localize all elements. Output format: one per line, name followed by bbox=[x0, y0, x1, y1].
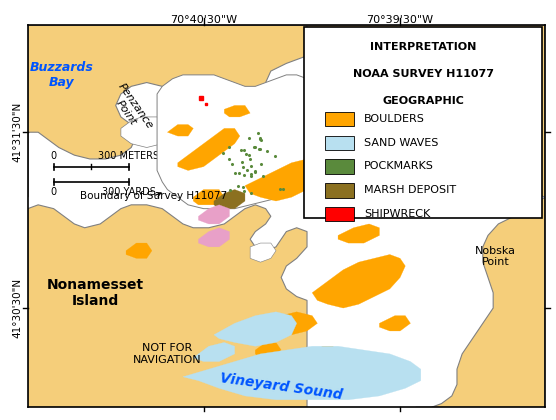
Polygon shape bbox=[126, 243, 152, 258]
Point bbox=[239, 163, 247, 170]
Text: Nobska
Point: Nobska Point bbox=[475, 246, 517, 267]
Point bbox=[245, 134, 254, 141]
Point bbox=[218, 150, 227, 156]
Text: Buzzards
Bay: Buzzards Bay bbox=[29, 61, 93, 89]
Point bbox=[237, 159, 246, 166]
Point bbox=[256, 137, 265, 144]
Point bbox=[263, 148, 272, 155]
Point bbox=[250, 168, 259, 175]
Point bbox=[238, 184, 247, 191]
Text: SHIPWRECK: SHIPWRECK bbox=[364, 209, 430, 219]
Point bbox=[234, 169, 243, 176]
Text: INTERPRETATION: INTERPRETATION bbox=[370, 42, 476, 52]
Bar bbox=[325, 159, 354, 174]
Point bbox=[234, 183, 243, 189]
Point bbox=[256, 146, 265, 153]
Point bbox=[256, 135, 265, 142]
Bar bbox=[305, 27, 542, 218]
Text: 300 YARDS: 300 YARDS bbox=[102, 187, 156, 197]
Polygon shape bbox=[193, 342, 235, 362]
Point bbox=[227, 160, 236, 167]
Point bbox=[250, 144, 259, 150]
Polygon shape bbox=[266, 312, 317, 335]
Point bbox=[239, 172, 248, 178]
Point bbox=[254, 129, 262, 136]
Point bbox=[226, 187, 235, 194]
Point bbox=[270, 152, 279, 159]
Polygon shape bbox=[183, 346, 421, 400]
Point bbox=[257, 161, 266, 168]
Polygon shape bbox=[178, 129, 240, 171]
Point bbox=[240, 187, 249, 194]
Text: 0: 0 bbox=[51, 187, 57, 197]
Point bbox=[246, 173, 255, 180]
Text: Boundary of Survey H11077: Boundary of Survey H11077 bbox=[80, 191, 227, 201]
Polygon shape bbox=[224, 105, 250, 117]
Point bbox=[231, 169, 240, 176]
Polygon shape bbox=[198, 228, 230, 247]
Bar bbox=[325, 207, 354, 221]
Polygon shape bbox=[183, 105, 219, 129]
Text: 0: 0 bbox=[51, 151, 57, 161]
Point bbox=[254, 146, 263, 153]
Polygon shape bbox=[167, 125, 193, 136]
Text: NOAA SURVEY H11077: NOAA SURVEY H11077 bbox=[353, 69, 494, 79]
Point bbox=[259, 173, 268, 179]
Text: 300 METERS: 300 METERS bbox=[98, 151, 159, 161]
Point bbox=[246, 156, 255, 163]
Polygon shape bbox=[157, 75, 322, 209]
Polygon shape bbox=[255, 342, 281, 358]
Polygon shape bbox=[245, 159, 322, 201]
Text: POCKMARKS: POCKMARKS bbox=[364, 161, 434, 171]
Polygon shape bbox=[379, 316, 410, 331]
Text: 70°40'30"W: 70°40'30"W bbox=[170, 15, 237, 25]
Polygon shape bbox=[317, 121, 364, 140]
Text: Nonamesset
Island: Nonamesset Island bbox=[47, 278, 143, 308]
Text: Penzance
Point: Penzance Point bbox=[107, 81, 155, 137]
Polygon shape bbox=[193, 189, 224, 205]
Point bbox=[237, 147, 246, 153]
Polygon shape bbox=[250, 243, 276, 262]
Text: 41°31'30"N: 41°31'30"N bbox=[13, 102, 23, 163]
Polygon shape bbox=[307, 25, 545, 216]
Polygon shape bbox=[121, 117, 172, 147]
Point bbox=[246, 189, 255, 196]
Polygon shape bbox=[338, 224, 379, 243]
Point bbox=[242, 151, 251, 158]
Point bbox=[245, 151, 254, 158]
Point bbox=[275, 185, 284, 192]
Point bbox=[256, 136, 265, 143]
Polygon shape bbox=[198, 205, 230, 224]
Text: NOT FOR
NAVIGATION: NOT FOR NAVIGATION bbox=[133, 343, 202, 365]
Point bbox=[225, 144, 234, 150]
Polygon shape bbox=[416, 197, 545, 407]
Text: GEOGRAPHIC: GEOGRAPHIC bbox=[383, 96, 464, 106]
Text: Vineyard Sound: Vineyard Sound bbox=[219, 371, 344, 402]
Point bbox=[279, 185, 287, 192]
Point bbox=[251, 144, 260, 151]
Polygon shape bbox=[312, 346, 338, 358]
Text: BOULDERS: BOULDERS bbox=[364, 114, 425, 124]
Point bbox=[240, 147, 249, 154]
Point bbox=[246, 171, 255, 178]
Point bbox=[251, 169, 260, 176]
Text: 70°39'30"W: 70°39'30"W bbox=[366, 15, 434, 25]
Polygon shape bbox=[28, 205, 307, 407]
Text: MARSH DEPOSIT: MARSH DEPOSIT bbox=[364, 185, 456, 195]
Point bbox=[242, 167, 251, 173]
Polygon shape bbox=[312, 255, 405, 308]
Point bbox=[247, 163, 256, 170]
Polygon shape bbox=[214, 189, 245, 209]
Text: SAND WAVES: SAND WAVES bbox=[364, 137, 438, 147]
Bar bbox=[325, 183, 354, 197]
Polygon shape bbox=[28, 25, 307, 197]
Text: 41°30'30"N: 41°30'30"N bbox=[13, 278, 23, 338]
Polygon shape bbox=[214, 312, 297, 346]
Bar bbox=[325, 136, 354, 150]
Point bbox=[225, 155, 234, 162]
Bar bbox=[325, 112, 354, 126]
